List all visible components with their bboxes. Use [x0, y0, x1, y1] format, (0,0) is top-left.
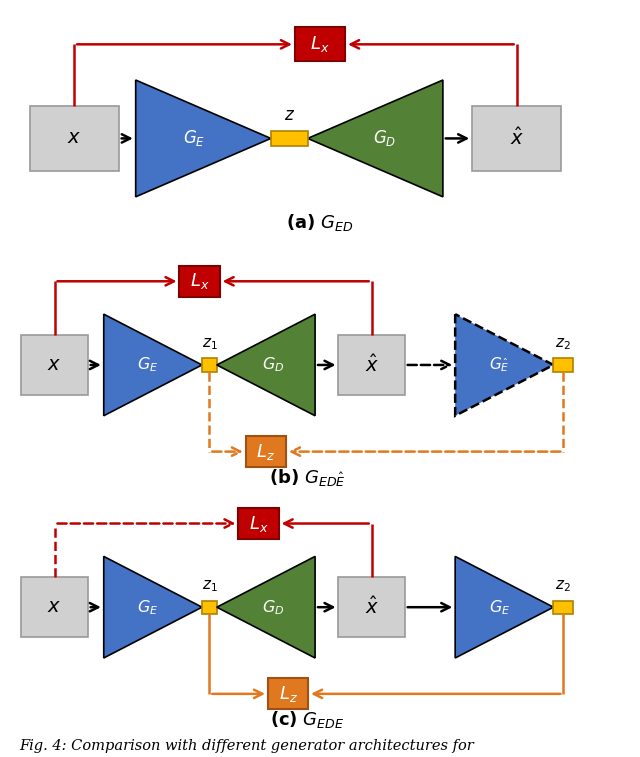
Text: $z$: $z$ [284, 107, 295, 124]
Text: $G_E$: $G_E$ [137, 356, 159, 374]
Text: $L_x$: $L_x$ [310, 34, 330, 55]
FancyBboxPatch shape [29, 106, 119, 171]
Text: $z_1$: $z_1$ [202, 336, 218, 352]
FancyBboxPatch shape [246, 436, 286, 467]
Text: $x$: $x$ [67, 129, 81, 148]
FancyBboxPatch shape [295, 27, 345, 61]
FancyBboxPatch shape [179, 266, 220, 297]
Text: $\mathbf{(c)}\ G_{EDE}$: $\mathbf{(c)}\ G_{EDE}$ [271, 709, 345, 730]
Text: $G_D$: $G_D$ [262, 598, 285, 616]
FancyBboxPatch shape [339, 335, 404, 395]
Polygon shape [104, 556, 202, 658]
FancyBboxPatch shape [271, 131, 308, 145]
Polygon shape [136, 80, 271, 197]
Text: $G_D$: $G_D$ [373, 129, 396, 148]
FancyBboxPatch shape [202, 358, 217, 372]
Polygon shape [455, 314, 554, 416]
FancyBboxPatch shape [554, 358, 573, 372]
Text: $\hat{x}$: $\hat{x}$ [365, 597, 379, 618]
Text: $G_E$: $G_E$ [183, 129, 205, 148]
Text: $G_{\hat{E}}$: $G_{\hat{E}}$ [489, 356, 509, 374]
Text: $L_z$: $L_z$ [257, 441, 275, 462]
Polygon shape [217, 314, 315, 416]
FancyBboxPatch shape [21, 578, 88, 637]
Text: $G_D$: $G_D$ [262, 356, 285, 374]
Text: $x$: $x$ [47, 356, 61, 374]
Text: $L_x$: $L_x$ [249, 513, 268, 534]
Text: $\mathbf{(a)}\ G_{ED}$: $\mathbf{(a)}\ G_{ED}$ [286, 212, 354, 233]
Polygon shape [455, 556, 554, 658]
Text: $\mathbf{(b)}\ G_{ED\hat{E}}$: $\mathbf{(b)}\ G_{ED\hat{E}}$ [269, 467, 346, 488]
Text: $z_2$: $z_2$ [556, 578, 571, 594]
FancyBboxPatch shape [554, 600, 573, 614]
FancyBboxPatch shape [239, 508, 278, 539]
Text: $x$: $x$ [47, 598, 61, 616]
Polygon shape [104, 314, 202, 416]
Text: $\hat{x}$: $\hat{x}$ [509, 127, 524, 149]
FancyBboxPatch shape [202, 600, 217, 614]
Text: $L_z$: $L_z$ [278, 684, 298, 704]
Text: $L_x$: $L_x$ [190, 271, 209, 291]
FancyBboxPatch shape [339, 578, 404, 637]
Text: $z_2$: $z_2$ [556, 336, 571, 352]
FancyBboxPatch shape [472, 106, 561, 171]
FancyBboxPatch shape [268, 678, 308, 709]
Polygon shape [217, 556, 315, 658]
Text: $G_E$: $G_E$ [137, 598, 159, 616]
Text: $\hat{x}$: $\hat{x}$ [365, 354, 379, 376]
Polygon shape [308, 80, 443, 197]
FancyBboxPatch shape [21, 335, 88, 395]
Text: $G_E$: $G_E$ [489, 598, 510, 616]
Text: Fig. 4: Comparison with different generator architectures for: Fig. 4: Comparison with different genera… [19, 740, 474, 753]
Text: $z_1$: $z_1$ [202, 578, 218, 594]
